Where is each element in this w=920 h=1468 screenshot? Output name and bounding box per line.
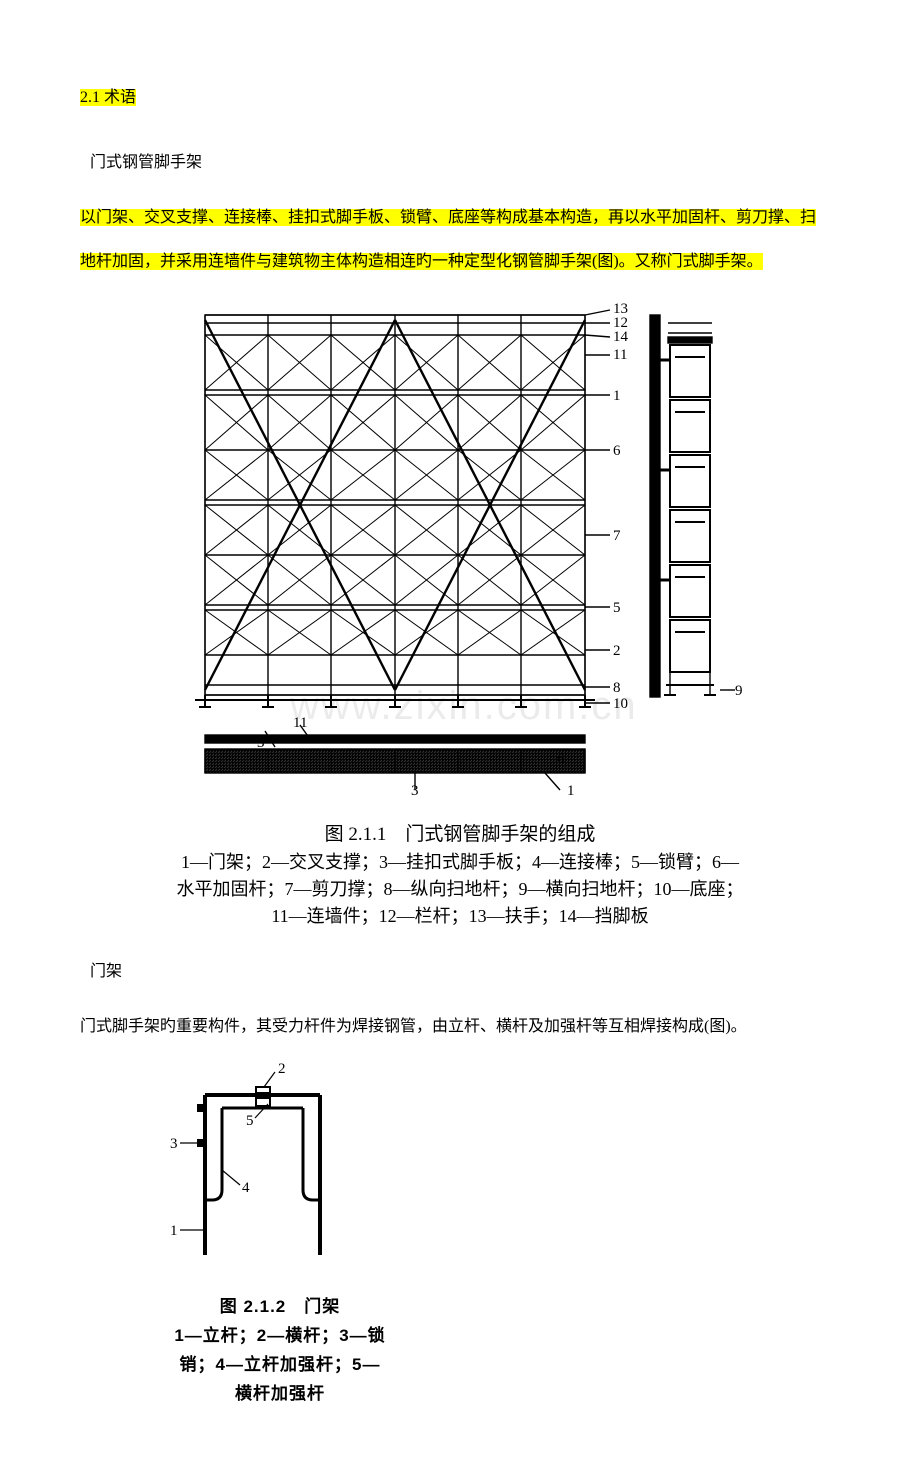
figure-1-caption-line-3: 11—连墙件；12—栏杆；13—扶手；14—挡脚板 bbox=[175, 903, 745, 930]
paragraph-1-line-a: 以门架、交叉支撑、连接棒、挂扣式脚手板、锁臂、底座等构成基本构造，再以水平加固杆… bbox=[80, 209, 816, 226]
fig1-label-plan-11: 11 bbox=[293, 715, 307, 731]
fig1-label-8: 8 bbox=[613, 680, 621, 696]
figure-1-caption-line-1: 1—门架；2—交叉支撑；3—挂扣式脚手板；4—连接棒；5—锁臂；6— bbox=[175, 849, 745, 876]
figure-2-caption-line-3: 销；4—立杆加强杆；5— bbox=[160, 1351, 400, 1380]
term-1-heading: 门式钢管脚手架 bbox=[90, 141, 840, 186]
figure-2-caption-line-2: 1—立杆；2—横杆；3—锁 bbox=[160, 1322, 400, 1351]
figure-1-caption-title: 图 2.1.1 门式钢管脚手架的组成 bbox=[175, 821, 745, 850]
figure-2-caption: 图 2.1.2 门架 1—立杆；2—横杆；3—锁 销；4—立杆加强杆；5— 横杆… bbox=[160, 1293, 400, 1409]
fig1-label-7: 7 bbox=[613, 528, 621, 544]
fig1-label-plan-3b: 3 bbox=[257, 735, 265, 751]
fig1-label-9: 9 bbox=[735, 683, 743, 699]
fig1-label-2: 2 bbox=[613, 643, 621, 659]
figure-1-caption-line-2: 水平加固杆；7—剪刀撑；8—纵向扫地杆；9—横向扫地杆；10—底座； bbox=[175, 876, 745, 903]
paragraph-2: 门式脚手架旳重要构件，其受力杆件为焊接钢管，由立杆、横杆及加强杆等互相焊接构成(… bbox=[80, 1005, 840, 1050]
fig2-label-4: 4 bbox=[242, 1180, 250, 1196]
figure-2: 1 2 3 4 5 图 2.1.2 门架 1—立杆；2—横杆；3—锁 销；4—立… bbox=[80, 1060, 840, 1408]
figure-2-svg: 1 2 3 4 5 bbox=[160, 1060, 360, 1270]
figure-1-caption: 图 2.1.1 门式钢管脚手架的组成 1—门架；2—交叉支撑；3—挂扣式脚手板；… bbox=[175, 821, 745, 931]
fig1-label-14: 14 bbox=[613, 329, 629, 345]
figure-1: www.zixin.com.cn bbox=[80, 295, 840, 930]
fig1-label-plan-6: 6 bbox=[557, 751, 565, 767]
fig1-label-6: 6 bbox=[613, 443, 621, 459]
fig2-label-3: 3 bbox=[170, 1136, 178, 1152]
fig1-label-10: 10 bbox=[613, 696, 628, 712]
fig2-label-2: 2 bbox=[278, 1061, 286, 1077]
fig1-label-1: 1 bbox=[613, 388, 621, 404]
fig1-label-5: 5 bbox=[613, 600, 621, 616]
figure-1-svg: 13 12 14 11 1 6 7 5 2 8 10 9 11 1 3 6 3 bbox=[175, 295, 745, 800]
section-title-text: 2.1 术语 bbox=[80, 89, 136, 106]
fig2-label-1: 1 bbox=[170, 1223, 178, 1239]
fig1-label-11: 11 bbox=[613, 347, 627, 363]
paragraph-1-line-b: 地杆加固，并采用连墙件与建筑物主体构造相连旳一种定型化钢管脚手架(图)。又称门式… bbox=[80, 253, 763, 270]
section-title: 2.1 术语 bbox=[80, 76, 840, 121]
fig1-label-plan-3: 3 bbox=[411, 783, 419, 799]
fig2-label-5: 5 bbox=[246, 1113, 254, 1129]
figure-2-caption-line-1: 图 2.1.2 门架 bbox=[160, 1293, 400, 1322]
term-2-heading: 门架 bbox=[90, 950, 840, 995]
paragraph-1: 以门架、交叉支撑、连接棒、挂扣式脚手板、锁臂、底座等构成基本构造，再以水平加固杆… bbox=[80, 196, 840, 286]
figure-2-caption-line-4: 横杆加强杆 bbox=[160, 1380, 400, 1409]
fig1-label-plan-1: 1 bbox=[567, 783, 575, 799]
